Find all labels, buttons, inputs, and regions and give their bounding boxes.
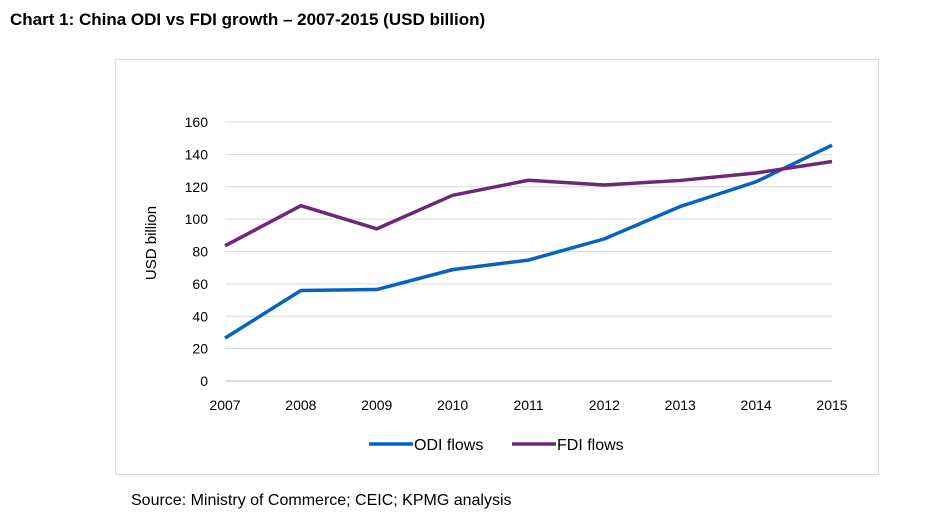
chart-title: Chart 1: China ODI vs FDI growth – 2007-… xyxy=(10,10,486,29)
y-tick-label: 0 xyxy=(200,373,208,389)
x-tick-label: 2013 xyxy=(665,397,696,413)
x-tick-label: 2009 xyxy=(361,397,392,413)
y-tick-label: 120 xyxy=(185,179,209,195)
x-tick-label: 2014 xyxy=(741,397,772,413)
y-tick-label: 40 xyxy=(192,308,208,324)
chart-frame xyxy=(115,59,879,475)
x-tick-label: 2012 xyxy=(589,397,620,413)
y-tick-label: 20 xyxy=(192,341,208,357)
y-tick-label: 140 xyxy=(185,146,209,162)
x-tick-label: 2015 xyxy=(816,397,847,413)
y-tick-label: 160 xyxy=(185,114,209,130)
x-tick-label: 2010 xyxy=(437,397,468,413)
x-tick-label: 2011 xyxy=(513,397,543,413)
series-line-fdi-flows xyxy=(224,159,833,248)
legend-label: ODI flows xyxy=(414,437,483,454)
y-tick-label: 100 xyxy=(185,211,209,227)
x-tick-label: 2008 xyxy=(285,397,316,413)
y-axis-label: USD billion xyxy=(143,206,160,280)
source-note: Source: Ministry of Commerce; CEIC; KPMG… xyxy=(131,492,512,509)
y-tick-label: 60 xyxy=(192,276,208,292)
x-tick-label: 2007 xyxy=(209,397,240,413)
legend-label: FDI flows xyxy=(557,437,624,454)
y-tick-label: 80 xyxy=(192,244,208,260)
